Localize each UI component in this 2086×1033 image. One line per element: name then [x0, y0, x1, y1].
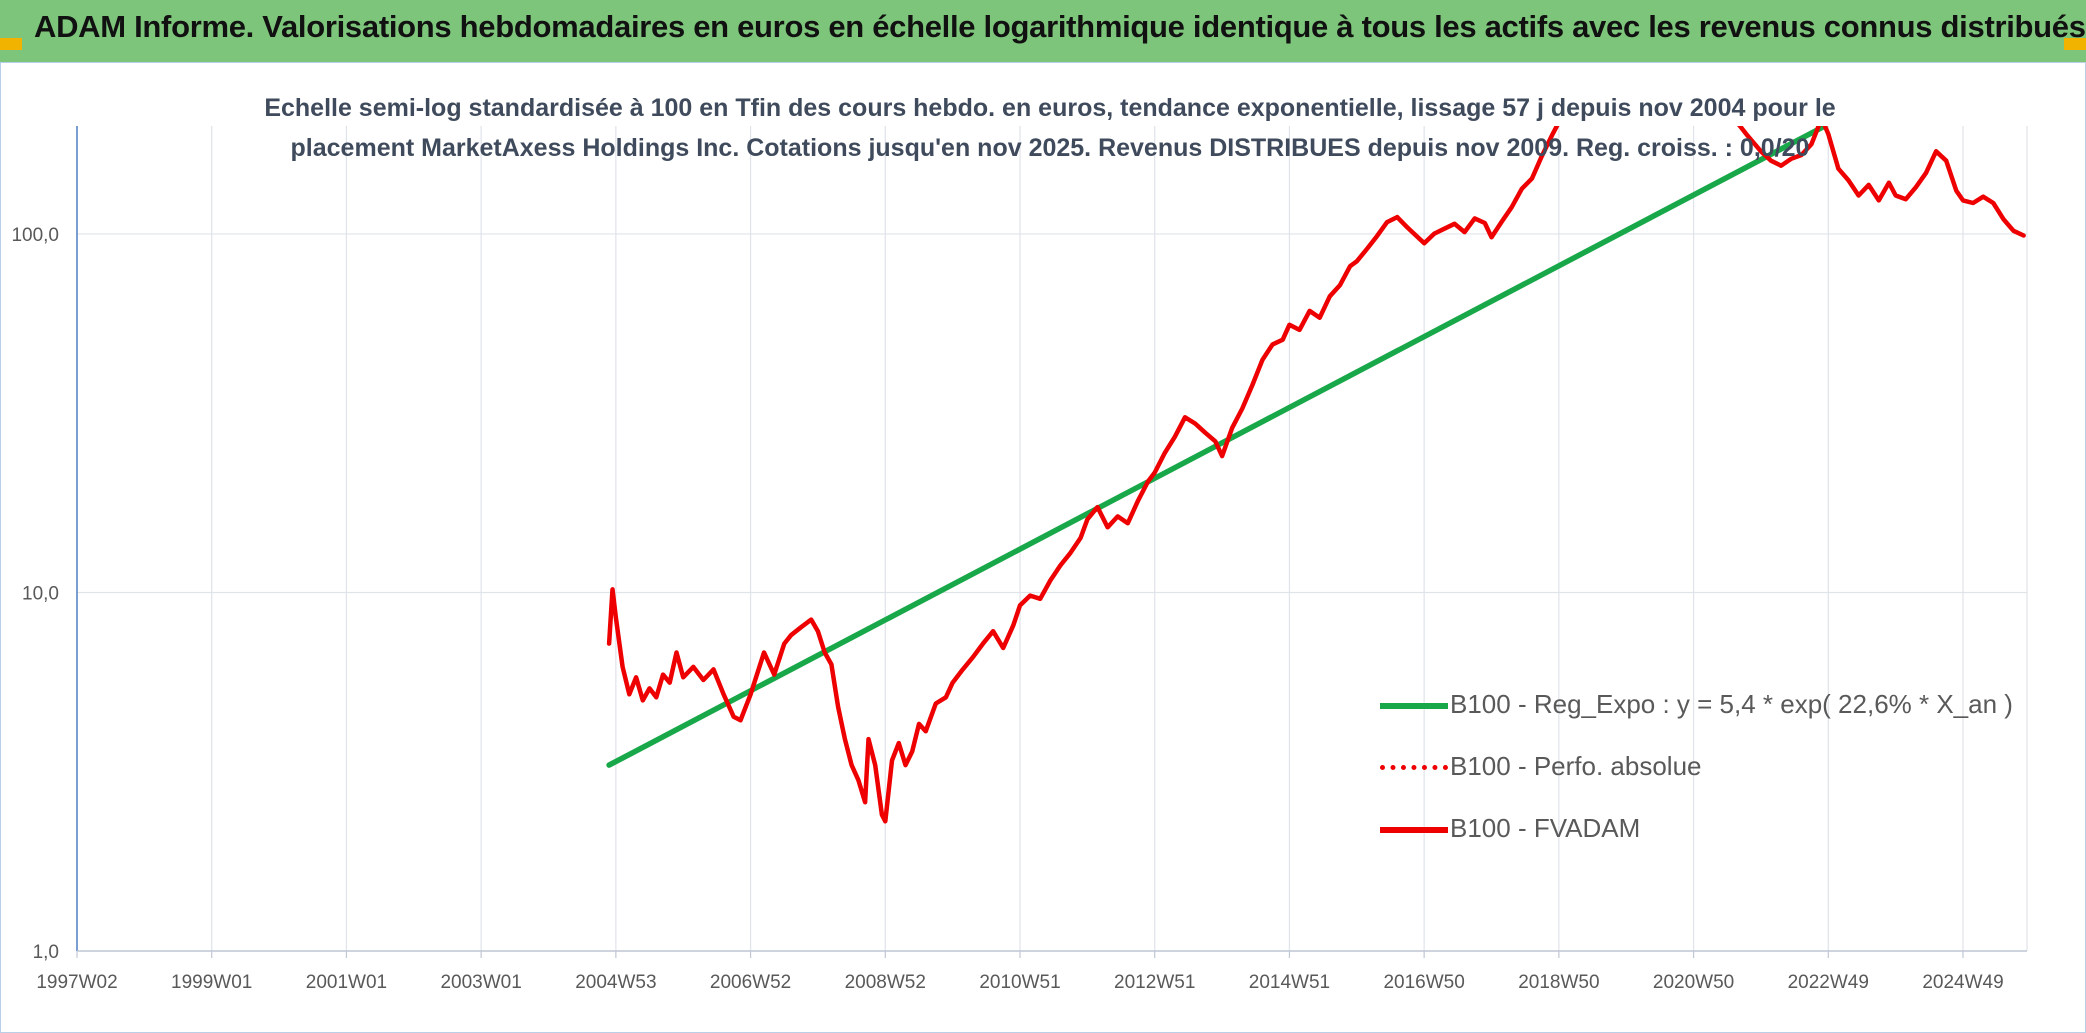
x-tick-label: 2020W50	[1653, 972, 1734, 993]
x-tick-label: 2018W50	[1518, 972, 1599, 993]
x-tick-label: 2003W01	[440, 972, 521, 993]
x-tick-label: 2024W49	[1922, 972, 2003, 993]
x-tick-label: 2014W51	[1249, 972, 1330, 993]
legend-label-fvadam: B100 - FVADAM	[1450, 813, 1641, 843]
corner-accent-left	[0, 38, 22, 50]
header-bar: ADAM Informe. Valorisations hebdomadaire…	[0, 0, 2086, 62]
x-tick-label: 2016W50	[1383, 972, 1464, 993]
x-tick-label: 1997W02	[36, 972, 117, 993]
tick-labels: 1997W02 1999W01 2001W01 2003W01 2004W53 2006W…	[11, 225, 2003, 993]
legend-label-trend: B100 - Reg_Expo : y = 5,4 * exp( 22,6% *…	[1450, 689, 2013, 719]
x-tick-label: 1999W01	[171, 972, 252, 993]
x-tick-label: 2022W49	[1788, 972, 1869, 993]
series-lines	[606, 126, 2026, 824]
legend-swatch-perfo	[1380, 765, 1448, 770]
chart-area	[0, 62, 2086, 1033]
chart-title: Echelle semi-log standardisée à 100 en T…	[264, 94, 1836, 162]
x-tick-label: 2004W53	[575, 972, 656, 993]
page-title: ADAM Informe. Valorisations hebdomadaire…	[34, 9, 2086, 44]
corner-accent-right	[2064, 38, 2086, 50]
x-tick-label: 2010W51	[979, 972, 1060, 993]
x-tick-label: 2008W52	[845, 972, 926, 993]
y-tick-label: 10,0	[22, 583, 59, 604]
axes	[76, 126, 2027, 958]
y-tick-label: 100,0	[11, 225, 59, 246]
grid-lines	[77, 126, 2028, 952]
y-tick-label: 1,0	[33, 942, 59, 963]
x-tick-label: 2012W51	[1114, 972, 1195, 993]
x-tick-label: 2006W52	[710, 972, 791, 993]
legend-swatch-trend	[1380, 703, 1448, 709]
series-line-2	[606, 126, 2026, 824]
legend-label-perfo: B100 - Perfo. absolue	[1450, 751, 1702, 781]
x-tick-label: 2001W01	[306, 972, 387, 993]
legend-swatch-fvadam	[1380, 827, 1448, 833]
